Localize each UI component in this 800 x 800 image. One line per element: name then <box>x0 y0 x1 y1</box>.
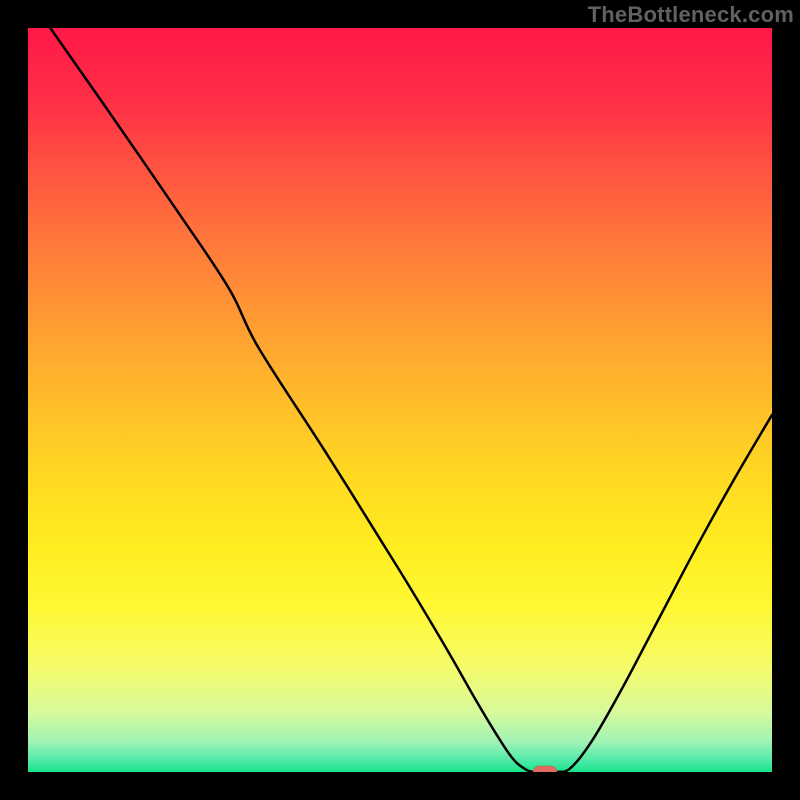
watermark-text: TheBottleneck.com <box>588 2 794 28</box>
chart-frame: TheBottleneck.com <box>0 0 800 800</box>
plot-area <box>28 28 772 772</box>
chart-background <box>28 28 772 772</box>
chart-svg <box>28 28 772 772</box>
optimal-marker <box>533 766 557 772</box>
